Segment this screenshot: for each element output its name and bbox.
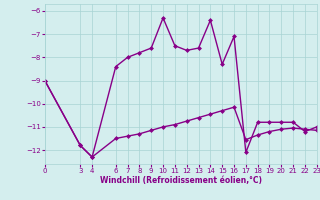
X-axis label: Windchill (Refroidissement éolien,°C): Windchill (Refroidissement éolien,°C) xyxy=(100,176,262,185)
